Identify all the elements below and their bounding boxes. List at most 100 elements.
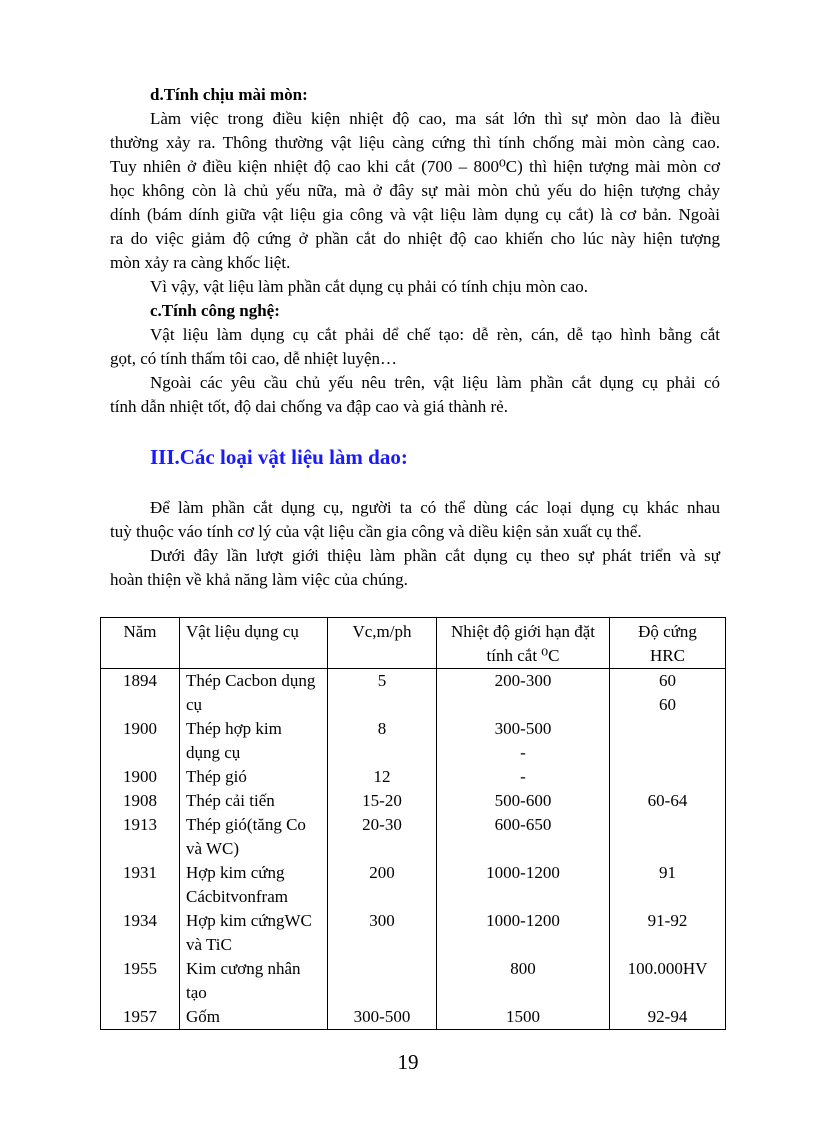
paragraph: Dưới đây lần lượt giới thiệu làm phần cắ… <box>110 544 720 592</box>
table-cell: 100.000HV <box>609 957 726 981</box>
table-cell: 1955 <box>100 957 180 981</box>
table-cell <box>436 885 610 909</box>
table-row: 1900 Thép gió 12- <box>100 765 726 789</box>
table-cell: 200 <box>327 861 437 885</box>
text-line: mòn xảy ra càng khốc liệt. <box>110 253 291 272</box>
table-cell: Thép Cacbon dụng <box>179 668 328 693</box>
column-header: Năm <box>100 617 180 669</box>
table-cell: Hợp kim cứng <box>179 861 328 885</box>
table-row: và TiC <box>100 933 726 957</box>
text-line: Vật liệu làm dụng cụ cắt phải dể chế tạo… <box>150 325 720 344</box>
table-cell <box>327 957 437 981</box>
table-cell <box>436 981 610 1005</box>
column-header: Nhiệt độ giới hạn đặt tính cắt ⁰C <box>436 617 610 669</box>
table-row: và WC) <box>100 837 726 861</box>
table-cell: 800 <box>436 957 610 981</box>
table-cell: 300-500 <box>436 717 610 741</box>
table-cell: - <box>436 741 610 765</box>
header-line: Vật liệu dụng cụ <box>186 622 299 641</box>
table-cell: - <box>436 765 610 789</box>
table-cell: 15-20 <box>327 789 437 813</box>
text-line: hoàn thiện về khả năng làm việc của chún… <box>110 570 408 589</box>
table-cell <box>609 981 726 1005</box>
table-row: dụng cụ - <box>100 741 726 765</box>
table-cell <box>609 813 726 837</box>
column-header: Vc,m/ph <box>327 617 437 669</box>
heading-technology: c.Tính công nghệ: <box>150 301 280 320</box>
column-header: Vật liệu dụng cụ <box>179 617 328 669</box>
text-line: Vì vậy, vật liệu làm phần cắt dụng cụ ph… <box>150 277 588 296</box>
table-cell: Thép hợp kim <box>179 717 328 741</box>
text-line: dính (bám dính giữa vật liệu gia công và… <box>110 205 720 224</box>
table-cell: 200-300 <box>436 668 610 693</box>
header-line: Độ cứng <box>638 622 697 641</box>
table-cell: 1934 <box>100 909 180 933</box>
table-header-row: Năm Vật liệu dụng cụ Vc,m/ph Nhiệt độ giới … <box>100 617 726 669</box>
table-cell <box>609 885 726 909</box>
table-cell: 1894 <box>100 668 180 693</box>
text-line: học không còn là chủ yếu nữa, mà ở đây s… <box>110 181 720 200</box>
table-cell: 12 <box>327 765 437 789</box>
table-cell: 1900 <box>100 765 180 789</box>
heading-wear-resistance: d.Tính chịu mài mòn: <box>150 85 308 104</box>
table-cell: 92-94 <box>609 1005 726 1030</box>
table-row: 1908 Thép cải tiến 15-20 500-600 60-64 <box>100 789 726 813</box>
table-cell <box>100 933 180 957</box>
table-cell: và TiC <box>179 933 328 957</box>
table-cell: 60 <box>609 668 726 693</box>
table-row: 1955 Kim cương nhân 800 100.000HV <box>100 957 726 981</box>
table-cell <box>609 717 726 741</box>
table-cell <box>100 837 180 861</box>
table-cell: 1931 <box>100 861 180 885</box>
table-cell: Thép cải tiến <box>179 789 328 813</box>
text-line: tuỳ thuộc váo tính cơ lý của vật liệu cầ… <box>110 522 642 541</box>
text-line: Làm việc trong điều kiện nhiệt độ cao, m… <box>150 109 720 128</box>
table-cell: 8 <box>327 717 437 741</box>
table-cell: 1908 <box>100 789 180 813</box>
table-body: 1894 Thép Cacbon dụng 5 200-300 60 cụ 60 1900 Th… <box>100 668 726 1030</box>
table-cell: 600-650 <box>436 813 610 837</box>
table-cell: 1900 <box>100 717 180 741</box>
table-cell: 20-30 <box>327 813 437 837</box>
table-cell: dụng cụ <box>179 741 328 765</box>
table-cell <box>609 765 726 789</box>
table-cell <box>436 837 610 861</box>
table-cell: 91-92 <box>609 909 726 933</box>
text-line: thường xảy ra. Thông thường vật liệu càn… <box>110 133 720 152</box>
paragraph: Vì vậy, vật liệu làm phần cắt dụng cụ ph… <box>110 275 720 299</box>
table-cell: Hợp kim cứngWC <box>179 909 328 933</box>
table-cell <box>436 933 610 957</box>
table-cell <box>100 981 180 1005</box>
paragraph: Để làm phần cắt dụng cụ, người ta có thể… <box>110 496 720 544</box>
table-cell: Cácbitvonfram <box>179 885 328 909</box>
table-cell: Kim cương nhân <box>179 957 328 981</box>
table-cell: Thép gió(tăng Co <box>179 813 328 837</box>
text-line: tính dẫn nhiệt tốt, độ dai chống va đập … <box>110 397 508 416</box>
header-line: HRC <box>650 646 685 665</box>
text-line: ra do việc giảm độ cứng ở phần cắt do nh… <box>110 229 720 248</box>
table-cell <box>100 741 180 765</box>
table-row: 1900 Thép hợp kim 8 300-500 <box>100 717 726 741</box>
table-cell <box>327 981 437 1005</box>
table-cell <box>436 693 610 717</box>
text-line: Dưới đây lần lượt giới thiệu làm phần cắ… <box>150 546 720 565</box>
table-cell: 1957 <box>100 1005 180 1030</box>
text-line: gọt, có tính thấm tôi cao, dễ nhiệt luyệ… <box>110 349 398 368</box>
table-cell: 60 <box>609 693 726 717</box>
table-cell <box>100 693 180 717</box>
table-row: 1913 Thép gió(tăng Co 20-30 600-650 <box>100 813 726 837</box>
paragraph: Ngoài các yêu cầu chủ yếu nêu trên, vật … <box>110 371 720 419</box>
table-cell: Thép gió <box>179 765 328 789</box>
paragraph: Làm việc trong điều kiện nhiệt độ cao, m… <box>110 107 720 275</box>
table-cell <box>327 837 437 861</box>
table-cell: cụ <box>179 693 328 717</box>
paragraph: Vật liệu làm dụng cụ cắt phải dể chế tạo… <box>110 323 720 371</box>
table-cell: 500-600 <box>436 789 610 813</box>
page-number: 19 <box>397 1050 419 1074</box>
table-row: 1931 Hợp kim cứng 200 1000-1200 91 <box>100 861 726 885</box>
table-cell: Gốm <box>179 1005 328 1030</box>
text-line: Tuy nhiên ở điều kiện nhiệt độ cao khi c… <box>110 157 720 176</box>
header-line: Vc,m/ph <box>352 622 412 641</box>
table-cell: 1500 <box>436 1005 610 1030</box>
text-line: Để làm phần cắt dụng cụ, người ta có thể… <box>150 498 720 517</box>
